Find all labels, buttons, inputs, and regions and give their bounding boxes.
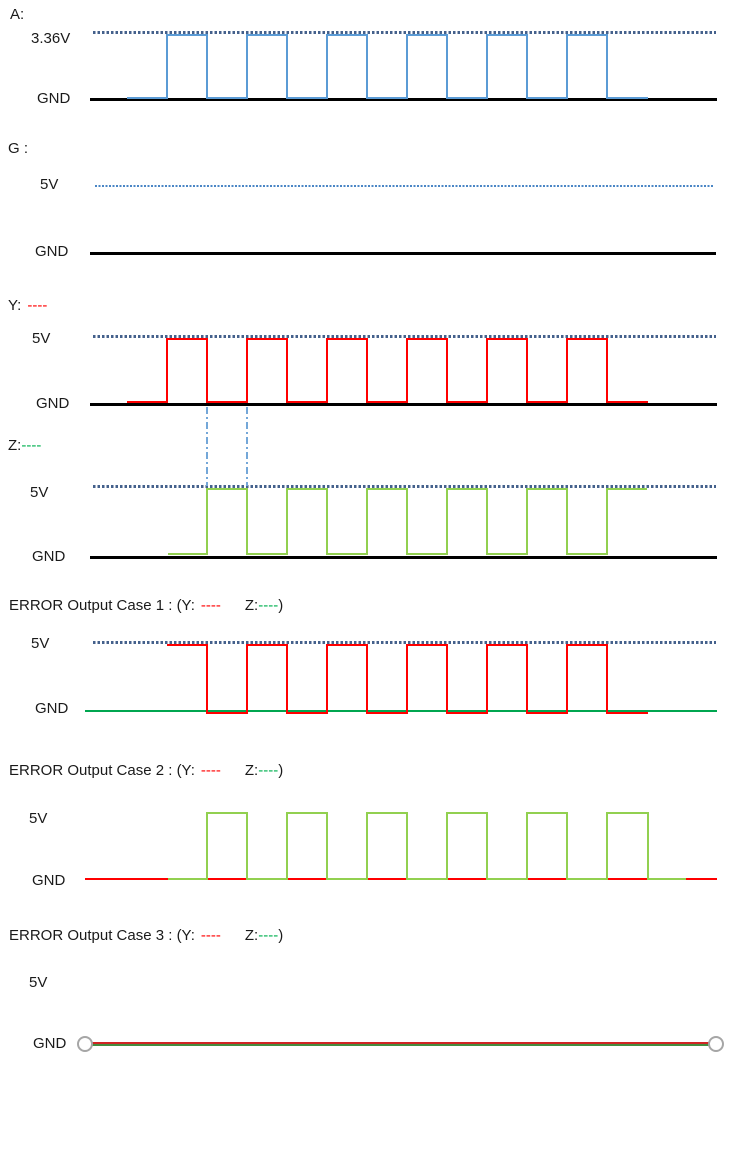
signal-g-level-label: 5V	[40, 176, 59, 193]
signal-g-gnd-label: GND	[35, 243, 69, 260]
error-case2-level-label: 5V	[29, 810, 48, 827]
z-5v-dotted-line	[93, 485, 716, 488]
signal-a-gnd-label: GND	[37, 90, 71, 107]
signal-a-label: A:	[10, 6, 25, 23]
error-case1-title: ERROR Output Case 1 : (Y: ---- Z: ---- )	[9, 597, 283, 616]
error-case2-z-label: Z:	[244, 762, 259, 779]
case3-left-node-circle	[77, 1036, 93, 1052]
error-case1-y-dashes: ----	[200, 597, 221, 614]
y-gnd-line	[90, 403, 717, 406]
g-gnd-line	[90, 252, 716, 255]
signal-y-gnd-label: GND	[36, 395, 70, 412]
pulse-marker-vline-left	[206, 407, 208, 486]
error-case2-title-text: ERROR Output Case 2 : (Y:	[9, 762, 195, 779]
error-case3-gnd-label: GND	[33, 1035, 67, 1052]
error-case2-z-dashes: ----	[258, 762, 279, 779]
case3-right-node-circle	[708, 1036, 724, 1052]
error-case2-title-close: )	[278, 762, 284, 779]
case3-z-gnd-line	[92, 1044, 709, 1046]
error-case1-z-label: Z:	[244, 597, 259, 614]
signal-y-level-label: 5V	[32, 330, 51, 347]
error-case3-title: ERROR Output Case 3 : (Y: ---- Z: ---- )	[9, 927, 283, 946]
error-case2-title: ERROR Output Case 2 : (Y: ---- Z: ---- )	[9, 762, 283, 781]
pulse-marker-vline-right	[246, 407, 248, 486]
signal-y-name: Y:	[8, 297, 22, 314]
error-case3-z-label: Z:	[244, 927, 259, 944]
error-case1-level-label: 5V	[31, 635, 50, 652]
signal-z-gnd-label: GND	[32, 548, 66, 565]
signal-z-waveform	[168, 488, 647, 555]
case1-y-waveform	[167, 644, 648, 714]
z-gnd-line	[90, 556, 717, 559]
y-5v-dotted-line	[93, 335, 716, 338]
signal-z-name: Z:	[8, 437, 22, 454]
signal-a-level-label: 3.36V	[31, 30, 71, 47]
signal-z-legend-dashes: ----	[21, 437, 42, 454]
case1-gnd-line	[85, 710, 717, 712]
error-case1-z-dashes: ----	[258, 597, 279, 614]
signal-a-waveform	[127, 34, 648, 99]
error-case2-gnd-label: GND	[32, 872, 66, 889]
case1-5v-dotted-line	[93, 641, 716, 644]
error-case1-title-text: ERROR Output Case 1 : (Y:	[9, 597, 195, 614]
signal-g-label: G :	[8, 140, 29, 157]
signal-z-level-label: 5V	[30, 484, 49, 501]
g-5v-dotted-line	[95, 185, 714, 187]
signal-y-label: Y: ----	[8, 297, 47, 316]
error-case3-title-text: ERROR Output Case 3 : (Y:	[9, 927, 195, 944]
error-case3-z-dashes: ----	[258, 927, 279, 944]
a-gnd-line	[90, 98, 717, 101]
case3-y-gnd-line	[92, 1042, 709, 1044]
signal-y-legend-dashes: ----	[27, 297, 48, 314]
error-case3-level-label: 5V	[29, 974, 48, 991]
signal-z-label: Z: ----	[8, 437, 41, 456]
case2-gnd-line	[85, 878, 717, 880]
signal-y-waveform	[127, 338, 648, 403]
error-case1-title-close: )	[278, 597, 284, 614]
error-case2-y-dashes: ----	[200, 762, 221, 779]
case2-z-waveform	[168, 812, 686, 880]
a-5v-dotted-line	[93, 31, 716, 34]
error-case3-y-dashes: ----	[200, 927, 221, 944]
error-case3-title-close: )	[278, 927, 284, 944]
error-case1-gnd-label: GND	[35, 700, 69, 717]
